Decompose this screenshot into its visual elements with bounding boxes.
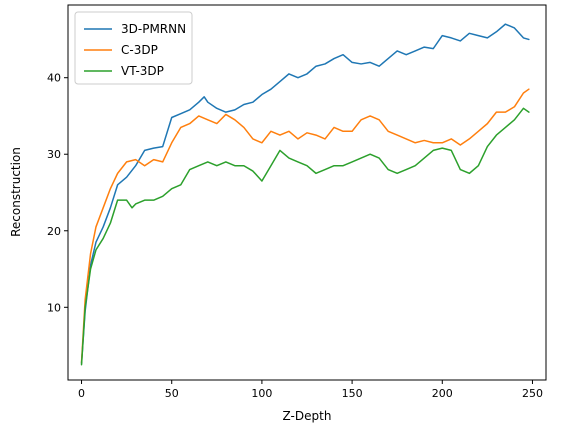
x-tick-label: 0 [78,387,85,400]
x-tick-label: 100 [251,387,272,400]
y-axis-ticks: 10 20 30 40 [47,72,68,314]
legend-label-1: 3D-PMRNN [121,22,186,36]
legend-box [74,11,193,85]
legend: 3D-PMRNN C-3DP VT-3DP [74,11,193,85]
x-tick-label: 50 [165,387,179,400]
y-tick-label: 20 [47,225,61,238]
y-axis-label: Reconstruction [9,147,23,237]
y-tick-label: 40 [47,72,61,85]
series-layer [80,23,530,366]
x-tick-label: 200 [432,387,453,400]
legend-label-3: VT-3DP [121,64,164,78]
x-tick-label: 150 [342,387,363,400]
y-tick-label: 10 [47,301,61,314]
y-tick-label: 30 [47,148,61,161]
x-tick-label: 250 [522,387,543,400]
plot-frame [67,4,547,381]
series-line-3 [80,107,530,366]
x-axis-ticks: 0 50 100 150 200 250 [78,380,543,400]
x-axis-label: Z-Depth [283,409,332,423]
series-line-1 [80,23,530,364]
legend-label-2: C-3DP [121,43,158,57]
series-line-2 [80,88,530,364]
